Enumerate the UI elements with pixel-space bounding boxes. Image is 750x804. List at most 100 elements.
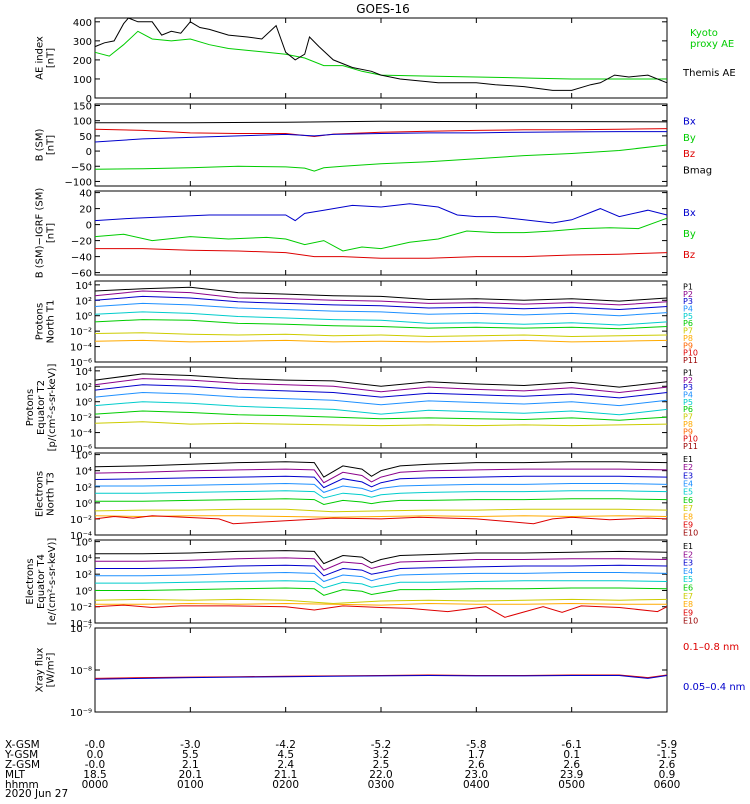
y-axis-label: B (SM)−IGRF (SM) — [35, 188, 46, 279]
footer-value: 0000 — [82, 779, 109, 791]
footer-value: 0200 — [272, 779, 299, 791]
legend-label: P6 — [683, 319, 693, 328]
legend-label: P6 — [683, 405, 693, 414]
footer-value: 23.9 — [560, 769, 583, 781]
y-tick-label: 0 — [86, 221, 92, 232]
y-tick-label: 10² — [75, 382, 92, 393]
legend-label: Kyoto — [690, 28, 718, 39]
series-line-p7 — [94, 332, 668, 338]
footer-value: 0.9 — [659, 769, 676, 781]
y-tick-label: 100 — [73, 75, 92, 86]
series-line-by — [94, 144, 668, 172]
y-tick-label: 10⁻² — [70, 413, 92, 424]
legend-label: E3 — [683, 559, 693, 568]
legend-label: By — [683, 133, 696, 144]
panel-8: 10⁻⁹ 10⁻⁸ 10⁻⁷ Xray flux [W/m²] 0.1–0.8 nm 0.0… — [35, 624, 746, 719]
series-line-e9 — [94, 604, 668, 618]
series-line-p6 — [94, 410, 668, 421]
footer-value: -5.8 — [466, 739, 487, 751]
series-line-e5 — [95, 490, 668, 499]
legend-label: E8 — [683, 512, 693, 521]
y-tick-label: 10⁴ — [75, 367, 92, 378]
y-axis-label: Xray flux — [35, 648, 46, 693]
panel-frame — [94, 103, 668, 187]
panel-5: 10⁻⁶ 10⁻⁴ 10⁻² 10⁰ 10² 10⁴ Protons Equator T2 [p… — [25, 364, 698, 455]
footer-value: 5.5 — [182, 749, 199, 761]
series-line-p4 — [94, 391, 668, 407]
legend-label: E10 — [683, 617, 698, 626]
legend-label: E3 — [683, 471, 693, 480]
y-tick-label: 300 — [73, 37, 92, 48]
series-line-e3 — [94, 475, 668, 489]
y-axis-label: North T3 — [46, 472, 57, 516]
legend-label: E2 — [683, 550, 693, 559]
footer-value: 0.1 — [563, 749, 580, 761]
panel-frame — [94, 366, 668, 449]
y-tick-label: 10⁻⁹ — [70, 708, 92, 719]
legend-label: P8 — [683, 420, 693, 429]
legend-label: E1 — [683, 542, 693, 551]
legend-label: Bz — [683, 250, 695, 261]
y-tick-label: 10² — [75, 570, 92, 581]
legend-label: P2 — [683, 290, 693, 299]
y-axis-label: [nT] — [46, 223, 57, 243]
y-axis-label: Equator T4 — [36, 554, 47, 609]
y-tick-label: 10⁰ — [75, 312, 92, 323]
y-axis-label: North T1 — [46, 300, 57, 344]
legend-label: P2 — [683, 376, 693, 385]
chart-title: GOES-16 — [356, 2, 410, 16]
footer-value: 0300 — [368, 779, 395, 791]
series-line-p1 — [94, 373, 668, 388]
panel-7: 10⁻⁴ 10⁻² 10⁰ 10² 10⁴ 10⁶ Electrons Equator T4[… — [25, 538, 698, 630]
y-tick-label: 10⁰ — [75, 586, 92, 597]
footer-value: 2.1 — [182, 759, 199, 771]
panel-frame — [94, 452, 668, 536]
footer-value: 0400 — [463, 779, 490, 791]
footer-value: 2.6 — [563, 759, 580, 771]
footer-value: 3.2 — [373, 749, 390, 761]
y-axis-label: B (SM) — [35, 128, 46, 161]
y-axis-label: [W/m²] — [46, 652, 57, 687]
footer-value: 0500 — [558, 779, 585, 791]
footer-value: 2.4 — [277, 759, 294, 771]
date-label: 2020 Jun 27 — [5, 788, 68, 800]
series-line-kyoto-proxy-ae — [94, 30, 667, 80]
legend-label: P9 — [683, 427, 693, 436]
y-tick-label: 10⁻² — [70, 327, 92, 338]
legend-label: 0.1–0.8 nm — [683, 642, 739, 653]
footer-value: 2.6 — [468, 759, 485, 771]
y-tick-label: −40 — [71, 253, 92, 264]
y-tick-label: 0 — [86, 147, 92, 158]
legend-label: P11 — [683, 442, 698, 451]
y-tick-label: 0 — [86, 94, 92, 105]
y-tick-label: 10⁰ — [75, 398, 92, 409]
y-tick-label: 10⁻⁴ — [70, 429, 92, 440]
y-tick-label: 10⁰ — [75, 499, 92, 510]
series-line-e8 — [94, 515, 668, 518]
legend-label: E7 — [683, 592, 693, 601]
footer-value: -5.9 — [657, 739, 678, 751]
series-line-bz — [94, 128, 668, 138]
legend-label: E2 — [683, 463, 693, 472]
series-line-e6 — [95, 498, 668, 506]
legend-label: P7 — [683, 413, 693, 422]
y-tick-label: 10⁻⁸ — [70, 666, 92, 677]
y-tick-label: 200 — [73, 56, 92, 67]
legend-label: P11 — [683, 356, 698, 365]
series-line-p2 — [94, 378, 668, 394]
footer-value: 2.6 — [659, 759, 676, 771]
panel-3: −60 −40 −20 0 20 40 B (SM)−IGRF (SM) [nT] Bx By Bz — [35, 188, 696, 280]
legend-label: Bmag — [683, 166, 712, 177]
legend-label: P1 — [683, 282, 693, 291]
panel-frame — [94, 17, 668, 99]
y-tick-label: 10⁻⁶ — [70, 358, 92, 369]
footer-row-label: Y-GSM — [4, 749, 38, 761]
y-tick-label: 10² — [75, 296, 92, 307]
series-line-p1 — [94, 286, 668, 302]
legend-label: P10 — [683, 435, 698, 444]
series-line-e9 — [94, 515, 668, 525]
y-tick-label: −60 — [71, 269, 92, 280]
footer-value: 22.0 — [369, 769, 392, 781]
